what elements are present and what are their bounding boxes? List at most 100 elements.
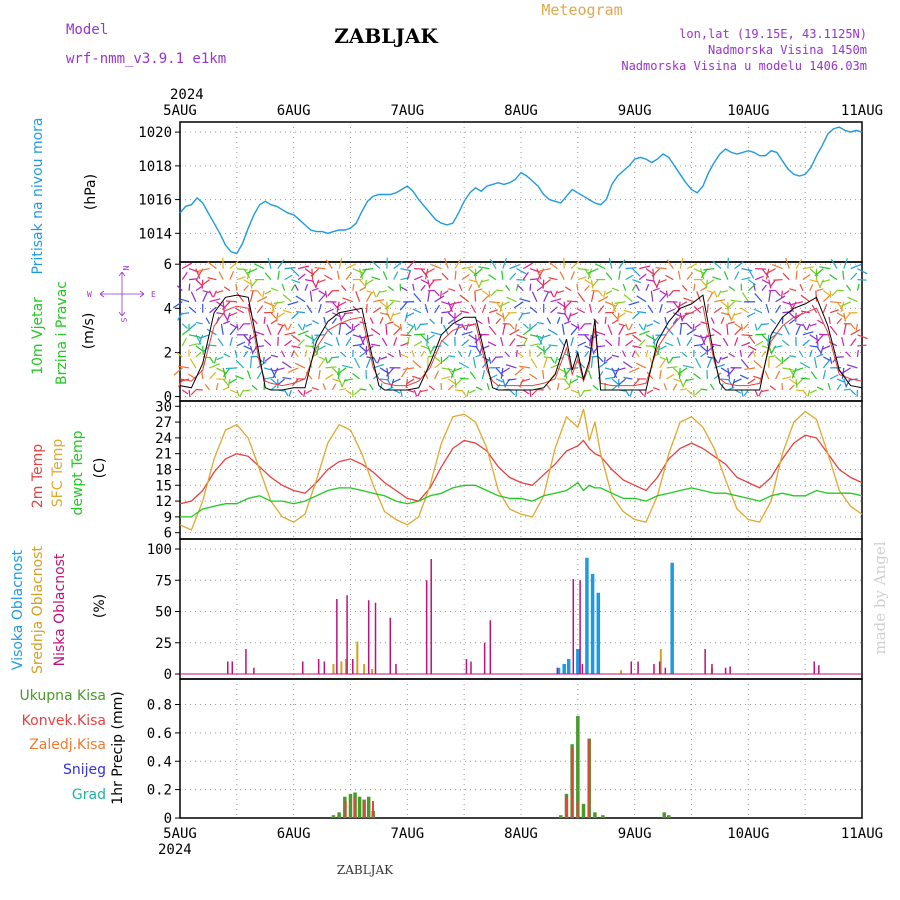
wind-barb — [336, 367, 347, 375]
wind-barb — [850, 272, 858, 281]
station-title: ZABLJAK — [334, 24, 438, 48]
wind-barb — [332, 356, 340, 359]
wind-barb — [659, 356, 667, 361]
wind-barb — [273, 367, 285, 372]
wind-barb — [371, 260, 381, 270]
wind-barb — [215, 383, 219, 391]
wind-barb — [580, 389, 586, 397]
wind-barb — [604, 367, 616, 372]
wind-barb — [566, 300, 578, 303]
wind-barb — [236, 389, 240, 397]
wind-barb — [262, 290, 265, 298]
wind-barb — [841, 367, 851, 375]
wind-barb — [783, 324, 790, 336]
wind-barb — [413, 340, 423, 347]
wind-barb — [730, 299, 742, 303]
bottom-date-label: 7AUG — [390, 826, 424, 842]
wind-barb — [744, 367, 756, 371]
wind-barb — [209, 363, 220, 369]
wind-barb — [829, 309, 839, 314]
wind-barb — [638, 273, 647, 281]
wind-barb — [513, 301, 524, 309]
wind-barb — [353, 323, 360, 329]
wind-barb — [291, 334, 301, 342]
precip-tick-label: 0.2 — [147, 783, 172, 799]
wind-barb — [700, 388, 708, 391]
wind-barb — [795, 378, 798, 388]
wind-barb — [676, 337, 681, 347]
wind-barb — [717, 356, 722, 364]
wind-barb — [412, 360, 422, 369]
wind-barb — [225, 367, 237, 370]
wind-barb — [209, 306, 217, 314]
wind-barb — [815, 290, 818, 302]
wind-barb — [739, 349, 743, 357]
wind-barb — [207, 261, 217, 270]
wind-barb — [844, 312, 852, 321]
wind-barb — [277, 270, 280, 280]
wind-barb — [815, 334, 824, 344]
model-name: wrf-nmm_v3.9.1 e1km — [66, 51, 226, 67]
wind-barb — [747, 279, 756, 286]
wind-barb — [679, 323, 683, 335]
wind-barb — [195, 279, 203, 287]
total-rain-bar — [581, 803, 586, 818]
wind-barb — [700, 345, 708, 353]
wind-barb — [618, 259, 626, 269]
wind-barb — [570, 323, 578, 328]
wind-barb — [775, 370, 781, 380]
wind-barb — [711, 327, 722, 336]
temp-tick-label: 12 — [155, 494, 172, 510]
wind-barb — [427, 279, 431, 289]
wind-barb — [331, 383, 337, 391]
legend-frozen-rain: Zaledj.Kisa — [29, 737, 106, 753]
wind-barb — [198, 334, 204, 346]
wind-barb — [604, 316, 607, 324]
wind-barb — [836, 312, 846, 318]
wind-barb — [521, 312, 531, 315]
wind-barb — [710, 317, 715, 325]
wind-barb — [754, 293, 763, 303]
wind-barb — [611, 354, 619, 358]
high-cloud-bar — [596, 592, 601, 674]
wind-barb — [487, 341, 497, 347]
wind-barb — [309, 290, 313, 302]
wind-barb — [563, 378, 571, 387]
wind-barb — [359, 268, 364, 280]
wind-barb — [747, 378, 756, 385]
top-date-label: 9AUG — [618, 103, 652, 119]
wind-barb — [545, 383, 552, 391]
model-altitude: Nadmorska Visina u modelu 1406.03m — [621, 59, 867, 73]
wind-barb — [769, 385, 776, 391]
wind-barb — [290, 350, 295, 358]
wind-barb — [556, 316, 561, 324]
wind-barb — [693, 334, 705, 339]
wind-barb — [714, 299, 726, 303]
wind-barb — [857, 344, 867, 347]
wind-barb — [290, 284, 296, 291]
wind-barb — [454, 323, 463, 326]
wind-barb — [543, 356, 551, 359]
compass-rose: N S W E — [87, 266, 156, 323]
wind-barb — [412, 375, 422, 380]
wind-barb — [243, 345, 253, 351]
wind-barb — [752, 350, 756, 358]
wind-barb — [638, 330, 650, 336]
wind-barb — [850, 338, 857, 347]
wind-barb — [287, 301, 299, 306]
wind-barb — [223, 353, 231, 358]
wind-barb — [209, 356, 214, 364]
low-cloud-bar — [395, 664, 397, 674]
wind-barb — [668, 290, 674, 297]
wind-barb — [188, 334, 200, 338]
wind-barb — [190, 389, 197, 396]
wind-barb — [291, 279, 301, 284]
wind-barb — [256, 290, 263, 297]
wind-barb — [536, 286, 543, 292]
wind-barb — [385, 301, 395, 310]
wind-barb — [324, 326, 333, 336]
wind-barb — [720, 290, 729, 293]
compass-s: S — [119, 318, 128, 323]
wind-barb — [202, 345, 204, 355]
wind-barb — [284, 274, 293, 281]
